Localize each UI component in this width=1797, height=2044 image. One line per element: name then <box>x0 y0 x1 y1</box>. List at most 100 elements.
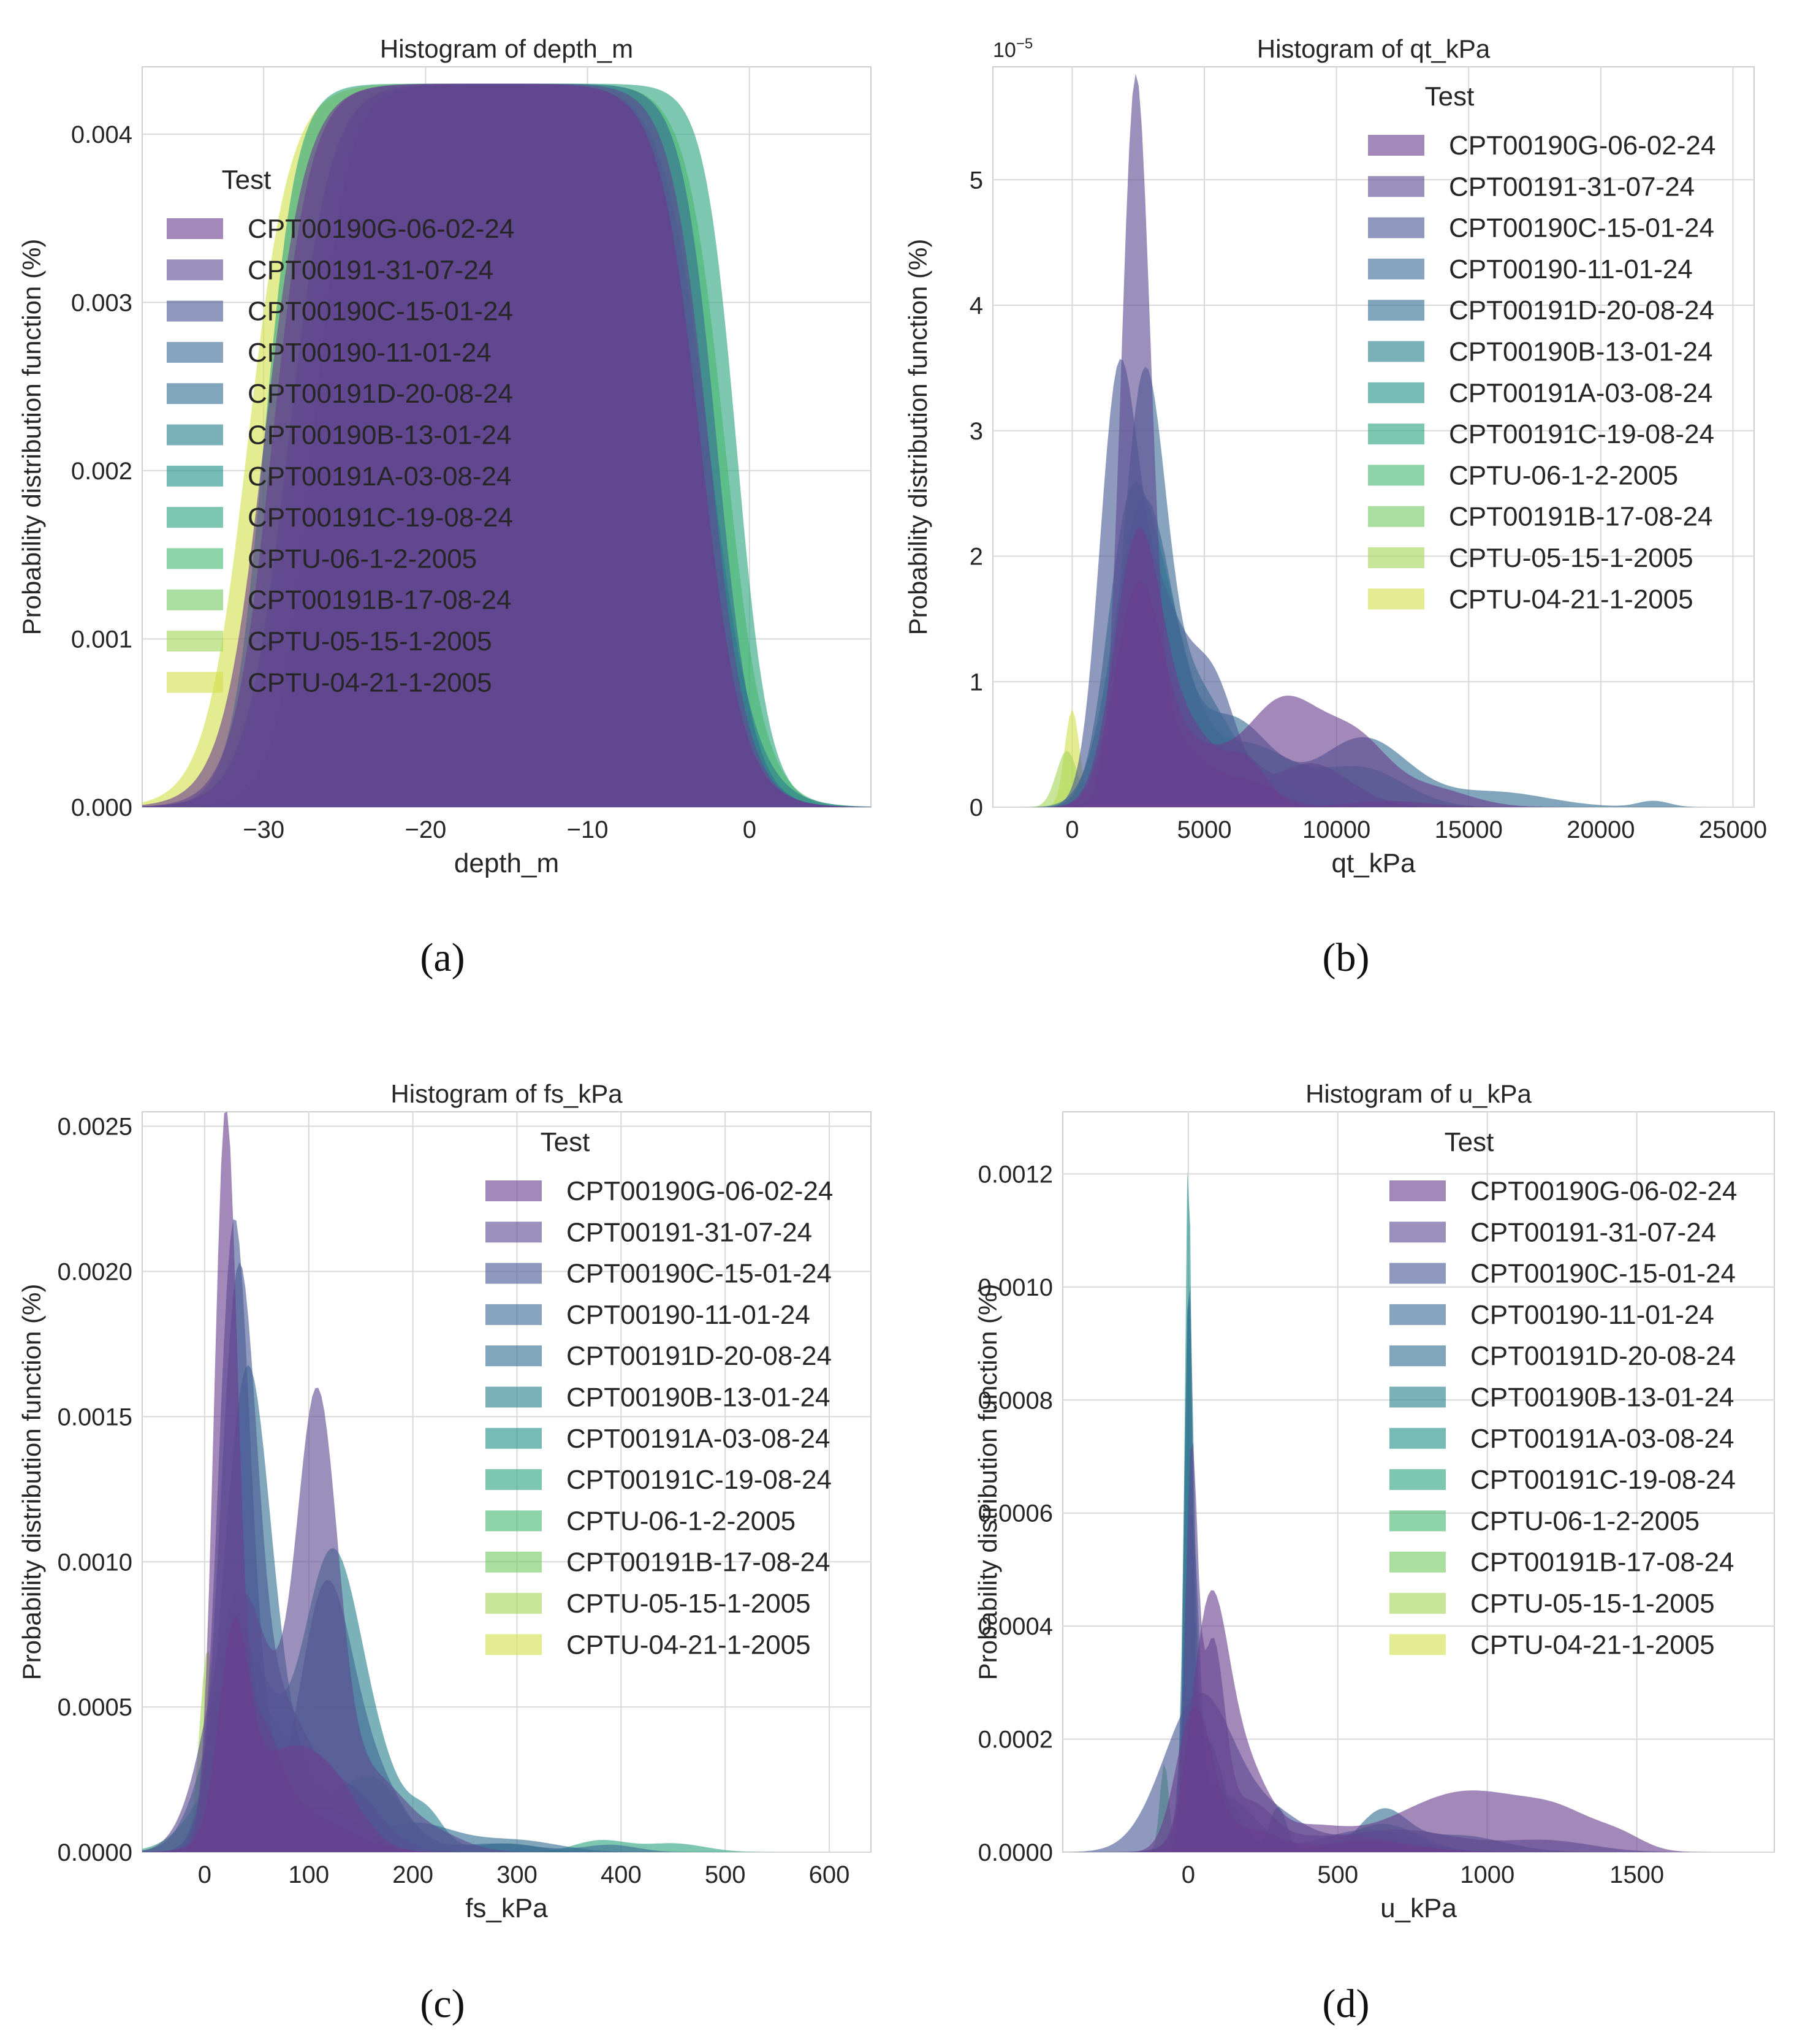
legend-label: CPT00190B-13-01-24 <box>1449 337 1712 367</box>
x-tick-label: 5000 <box>1177 816 1232 843</box>
legend-title: Test <box>222 165 272 195</box>
legend-label: CPT00191-31-07-24 <box>248 255 493 285</box>
legend-label: CPT00190G-06-02-24 <box>1449 131 1715 161</box>
legend-label: CPT00190-11-01-24 <box>566 1300 810 1330</box>
legend-label: CPT00190G-06-02-24 <box>566 1176 833 1206</box>
legend-title: Test <box>1425 82 1475 112</box>
x-tick-label: 0 <box>1065 816 1079 843</box>
legend-label: CPT00191D-20-08-24 <box>1470 1341 1736 1371</box>
y-axis-multiplier: 10−5 <box>993 36 1033 62</box>
x-tick-label: 400 <box>601 1861 642 1888</box>
legend-swatch <box>1368 588 1424 610</box>
legend-label: CPT00190-11-01-24 <box>248 338 492 368</box>
y-tick-label: 0.004 <box>71 121 132 148</box>
x-tick-label: 500 <box>1317 1861 1358 1888</box>
legend-swatch <box>485 1221 542 1243</box>
legend-label: CPT00191C-19-08-24 <box>1470 1465 1736 1495</box>
legend-swatch <box>1389 1634 1446 1655</box>
x-tick-label: 1500 <box>1609 1861 1664 1888</box>
legend-label: CPT00190G-06-02-24 <box>1470 1176 1737 1206</box>
legend-swatch <box>1389 1304 1446 1325</box>
legend-label: CPT00191A-03-08-24 <box>248 462 511 492</box>
y-tick-label: 0.0002 <box>978 1727 1053 1753</box>
legend-swatch <box>167 548 223 569</box>
legend-label: CPT00191A-03-08-24 <box>1449 378 1712 408</box>
x-tick-label: −10 <box>567 816 609 843</box>
y-tick-label: 0.0010 <box>978 1274 1053 1301</box>
legend-swatch <box>1389 1221 1446 1243</box>
legend-label: CPT00191B-17-08-24 <box>566 1548 830 1578</box>
density-area <box>993 74 1754 807</box>
legend-label: CPTU-06-1-2-2005 <box>566 1506 796 1536</box>
legend-swatch <box>1368 506 1424 527</box>
legend-swatch <box>167 300 223 322</box>
legend-swatch <box>1368 341 1424 362</box>
legend-swatch <box>1389 1180 1446 1201</box>
legend-swatch <box>1368 135 1424 156</box>
density-area <box>993 528 1754 807</box>
y-tick-label: 0.0008 <box>978 1387 1053 1414</box>
x-tick-label: 0 <box>1182 1861 1195 1888</box>
density-area <box>1063 1590 1774 1852</box>
x-tick-label: −30 <box>243 816 284 843</box>
legend-label: CPT00191D-20-08-24 <box>248 379 513 409</box>
legend-label: CPT00191A-03-08-24 <box>1470 1424 1734 1454</box>
legend-label: CPT00191A-03-08-24 <box>566 1424 830 1454</box>
legend-label: CPT00191D-20-08-24 <box>566 1341 832 1371</box>
x-tick-label: −20 <box>405 816 446 843</box>
legend-label: CPTU-05-15-1-2005 <box>1470 1589 1715 1619</box>
legend-label: CPT00191-31-07-24 <box>566 1217 812 1247</box>
legend-swatch <box>485 1180 542 1201</box>
legend-swatch <box>485 1304 542 1325</box>
legend-label: CPT00190B-13-01-24 <box>1470 1383 1734 1413</box>
y-tick-label: 0.002 <box>71 458 132 485</box>
legend-swatch <box>1389 1345 1446 1367</box>
legend-swatch <box>485 1593 542 1614</box>
legend-label: CPT00190-11-01-24 <box>1449 254 1693 284</box>
x-tick-label: 200 <box>392 1861 433 1888</box>
y-tick-label: 4 <box>970 292 983 319</box>
legend-label: CPTU-04-21-1-2005 <box>1470 1630 1715 1660</box>
y-axis-label: Probability distribution function (%) <box>17 1284 46 1681</box>
x-tick-label: 100 <box>288 1861 329 1888</box>
legend-label: CPT00191-31-07-24 <box>1470 1217 1716 1247</box>
legend-swatch <box>167 465 223 487</box>
legend-swatch <box>167 631 223 652</box>
legend-swatch <box>167 672 223 693</box>
y-tick-label: 0.0004 <box>978 1613 1053 1640</box>
legend-label: CPTU-05-15-1-2005 <box>566 1589 811 1619</box>
legend-swatch <box>167 341 223 363</box>
density-area <box>142 1388 871 1852</box>
panel-caption-d: (d) <box>1322 1981 1370 2026</box>
panel-caption-c: (c) <box>420 1981 465 2026</box>
y-tick-label: 0.001 <box>71 626 132 653</box>
y-tick-label: 0.0005 <box>58 1694 132 1721</box>
legend-label: CPT00191C-19-08-24 <box>248 503 513 533</box>
legend-title: Test <box>541 1127 590 1157</box>
y-tick-label: 0.0010 <box>58 1549 132 1576</box>
legend-swatch <box>167 259 223 281</box>
legend-label: CPTU-06-1-2-2005 <box>1470 1506 1700 1536</box>
legend-swatch <box>1389 1551 1446 1573</box>
legend-swatch <box>1368 217 1424 238</box>
legend-label: CPTU-06-1-2-2005 <box>1449 460 1678 490</box>
x-tick-label: 0 <box>743 816 756 843</box>
density-area <box>1063 1706 1774 1852</box>
panel-caption-a: (a) <box>420 935 465 980</box>
legend-swatch <box>1389 1469 1446 1491</box>
x-axis-label: fs_kPa <box>465 1893 548 1923</box>
chart-title: Histogram of u_kPa <box>1305 1079 1532 1108</box>
y-axis-label: Probability distribution function (%) <box>973 1284 1002 1681</box>
y-tick-label: 0.003 <box>71 289 132 316</box>
x-axis-label: depth_m <box>454 848 559 878</box>
legend-label: CPT00191D-20-08-24 <box>1449 295 1714 325</box>
legend-label: CPTU-04-21-1-2005 <box>566 1630 811 1660</box>
x-tick-label: 0 <box>198 1861 211 1888</box>
x-tick-label: 20000 <box>1567 816 1635 843</box>
y-tick-label: 2 <box>970 544 983 571</box>
legend-swatch <box>485 1345 542 1367</box>
x-tick-label: 25000 <box>1699 816 1767 843</box>
x-tick-label: 10000 <box>1302 816 1370 843</box>
legend-swatch <box>1368 382 1424 403</box>
